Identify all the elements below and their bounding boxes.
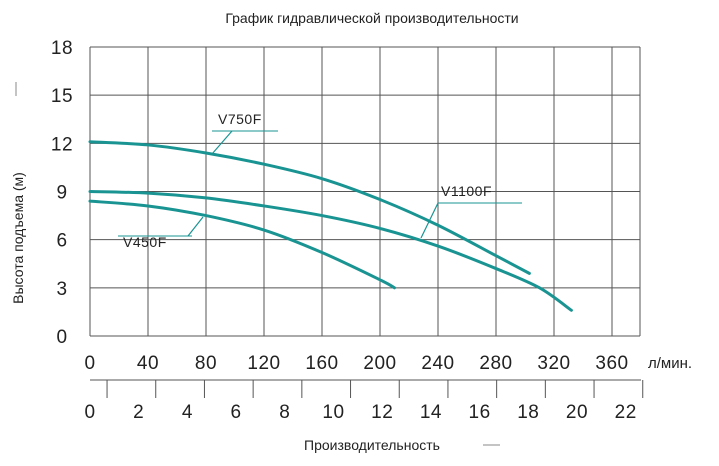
- y-axis-label: Высота подъема (м): [10, 172, 26, 304]
- x-tick-label: 0: [84, 353, 95, 374]
- chart-title: График гидравлической производительности: [225, 10, 518, 26]
- x-tick-label: 40: [137, 353, 159, 374]
- x2-tick-label: 0: [84, 402, 95, 423]
- series-label-v450f: V450F: [123, 234, 167, 250]
- x-axis-label: Производительность: [304, 437, 440, 453]
- x-tick-label: 240: [421, 353, 454, 374]
- series-label-v1100f: V1100F: [441, 183, 492, 199]
- x2-tick-label: 4: [182, 402, 193, 423]
- x-tick-label: 80: [195, 353, 217, 374]
- y-tick-label: 0: [56, 327, 67, 348]
- x2-tick-label: 16: [469, 402, 491, 423]
- series-label-v750f: V750F: [218, 111, 262, 127]
- y-tick-label: 12: [51, 134, 73, 155]
- y-tick-label: 3: [56, 279, 67, 300]
- series-leader-v450f: [187, 216, 204, 237]
- series-line-v1100f: [88, 190, 573, 312]
- x-tick-label: 360: [595, 353, 628, 374]
- x2-tick-label: 2: [133, 402, 144, 423]
- x2-tick-label: 20: [566, 402, 588, 423]
- series-line-v750f: [88, 140, 531, 275]
- x2-tick-label: 22: [615, 402, 637, 423]
- y-tick-label: 18: [51, 38, 73, 59]
- x-tick-label: 200: [363, 353, 396, 374]
- y-tick-label: 9: [56, 183, 67, 204]
- x2-tick-label: 12: [371, 402, 393, 423]
- y-tick-label: 6: [56, 231, 67, 252]
- x-tick-label: 280: [479, 353, 512, 374]
- x2-tick-label: 18: [517, 402, 539, 423]
- series-leader-v750f: [211, 130, 233, 155]
- x-tick-label: 320: [537, 353, 570, 374]
- series-line-v450f: [88, 199, 396, 290]
- x2-tick-label: 10: [322, 402, 344, 423]
- series-leader-v1100f: [420, 202, 439, 239]
- x-ticks: 0 40 80 120 160 200 240 280 320 360: [84, 353, 628, 374]
- secondary-x-axis: 0 2 4 6 8 10 12 14 16 18 20 22: [84, 379, 644, 423]
- y-tick-label: 15: [51, 86, 73, 107]
- x2-tick-label: 14: [420, 402, 442, 423]
- grid: [89, 46, 641, 337]
- y-ticks: 0 3 6 9 12 15 18: [51, 38, 73, 348]
- series-group: [88, 140, 573, 312]
- x2-tick-label: 8: [279, 402, 290, 423]
- x-tick-label: 120: [247, 353, 280, 374]
- series-labels: V450F V750F V1100F: [118, 111, 522, 250]
- x-tick-label: 160: [305, 353, 338, 374]
- x2-tick-label: 6: [231, 402, 242, 423]
- x-unit-label: л/мин.: [648, 355, 692, 372]
